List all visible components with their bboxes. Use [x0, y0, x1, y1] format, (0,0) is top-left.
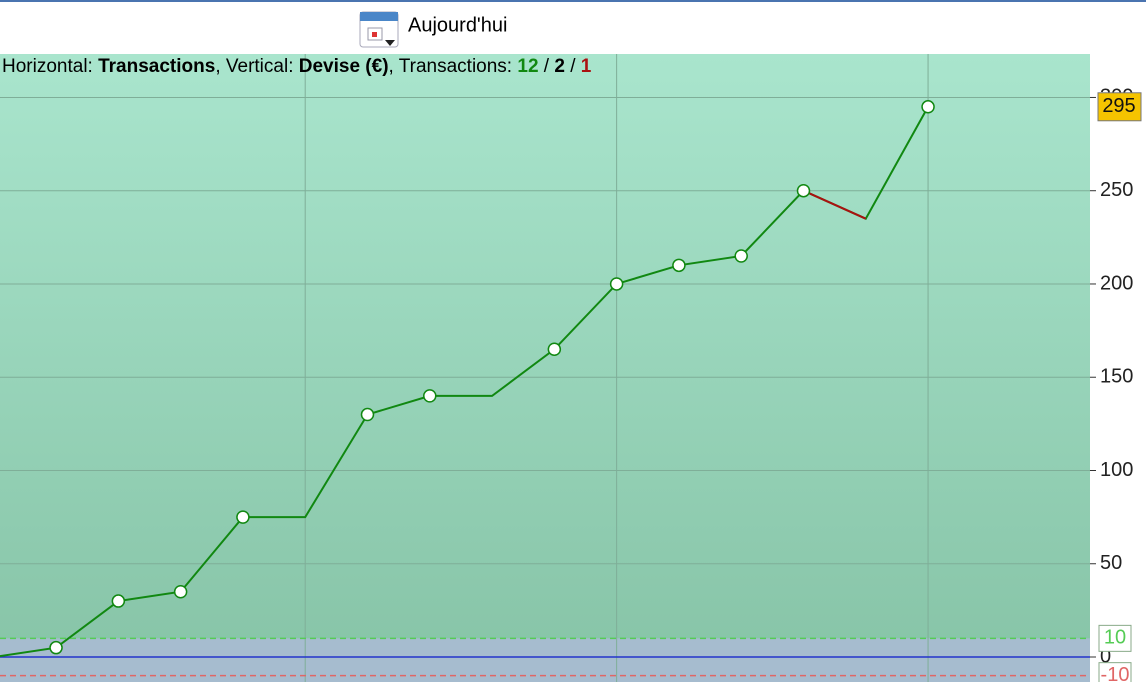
point: [173, 584, 188, 599]
dropdown-arrow: [385, 40, 395, 46]
summary-part: Horizontal:: [2, 56, 98, 77]
calendar-grid: [367, 27, 383, 41]
last-value-badge: [1097, 92, 1142, 122]
summary-part: , Transactions:: [389, 56, 518, 77]
y-tick-label: 250: [1100, 179, 1133, 201]
point: [921, 100, 935, 114]
plot-background: [0, 54, 1090, 682]
today-label[interactable]: Aujourd'hui: [408, 14, 507, 36]
point: [49, 640, 63, 655]
point: [609, 277, 624, 291]
point: [236, 510, 250, 524]
y-tick-label: 200: [1100, 272, 1133, 294]
y-tick-label: 100: [1100, 459, 1133, 481]
y-tick-label: 50: [1100, 552, 1122, 574]
summary-part: 1: [581, 56, 592, 77]
last-value-label: 295: [1102, 95, 1135, 117]
point: [423, 389, 437, 403]
point: [796, 183, 811, 198]
y-tick-label: 150: [1100, 366, 1133, 388]
reference-label: -10: [1101, 664, 1130, 682]
summary-part: Devise (€): [299, 56, 389, 77]
reference-label: 10: [1104, 627, 1126, 649]
calendar-day: [372, 32, 377, 37]
summary: Horizontal: Transactions, Vertical: Devi…: [2, 56, 592, 77]
summary-part: /: [539, 56, 555, 77]
summary-part: 12: [517, 56, 538, 77]
decrease-segment: [803, 189, 867, 220]
summary-part: , Vertical:: [215, 56, 298, 77]
series-line: [0, 106, 929, 658]
point: [734, 249, 748, 263]
point: [360, 407, 375, 422]
low-band: [0, 638, 1090, 682]
reference-label-box: [1098, 624, 1132, 652]
today-button[interactable]: Aujourd'hui: [359, 11, 507, 48]
point: [672, 258, 686, 273]
plot: [0, 54, 1090, 682]
summary-part: Transactions: [98, 56, 215, 77]
point: [111, 594, 126, 608]
y-tick-label: 0: [1100, 645, 1111, 667]
calendar-icon-top: [360, 12, 398, 21]
summary-part: /: [565, 56, 581, 77]
point: [547, 342, 562, 357]
summary-part: 2: [554, 56, 565, 77]
top-border: [0, 0, 1146, 2]
